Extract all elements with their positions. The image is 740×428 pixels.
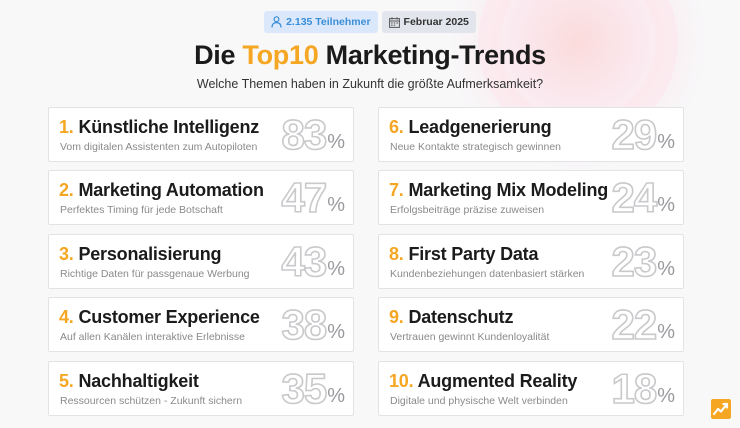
trend-description: Ressourcen schützen - Zukunft sichern [60, 395, 243, 407]
participants-count: 2.135 Teilnehmer [286, 16, 371, 28]
participants-badge: 2.135 Teilnehmer [264, 11, 378, 33]
trend-card: 4. Customer Experience Auf allen Kanälen … [48, 297, 354, 352]
percentage-sign: % [327, 194, 345, 216]
meta-bar: 2.135 Teilnehmer Februar 2025 [0, 11, 740, 33]
trend-description: Perfektes Timing für jede Botschaft [60, 204, 223, 216]
percentage-sign: % [657, 385, 675, 407]
trend-rank: 10. [389, 371, 414, 391]
trend-description: Vertrauen gewinnt Kundenloyalität [390, 331, 550, 343]
percentage-sign: % [327, 321, 345, 343]
percentage-sign: % [657, 258, 675, 280]
trend-percentage: 47% [281, 174, 345, 221]
trend-label: First Party Data [408, 244, 539, 264]
title-prefix: Die [194, 40, 243, 70]
trend-percentage: 29% [611, 111, 675, 158]
trend-card: 6. Leadgenerierung Neue Kontakte strategi… [378, 107, 684, 162]
trend-description: Vom digitalen Assistenten zum Autopilote… [60, 141, 258, 153]
trend-description: Kundenbeziehungen datenbasiert stärken [390, 268, 585, 280]
trend-percentage: 24% [611, 174, 675, 221]
trend-description: Richtige Daten für passgenaue Werbung [60, 268, 250, 280]
trend-rank: 9. [389, 307, 404, 327]
percentage-value: 18 [611, 365, 658, 412]
trend-percentage: 43% [281, 238, 345, 285]
trend-card: 10. Augmented Reality Digitale und physis… [378, 361, 684, 416]
trend-rank: 7. [389, 180, 404, 200]
title-suffix: Marketing-Trends [318, 40, 547, 70]
trend-name: 1. Künstliche Intelligenz [59, 117, 259, 138]
trend-description: Neue Kontakte strategisch gewinnen [390, 141, 562, 153]
trend-card: 9. Datenschutz Vertrauen gewinnt Kundenlo… [378, 297, 684, 352]
trend-label: Nachhaltigkeit [78, 371, 199, 391]
trend-label: Leadgenerierung [408, 117, 552, 137]
trend-name: 10. Augmented Reality [389, 371, 577, 392]
percentage-value: 22 [611, 301, 658, 348]
trend-name: 8. First Party Data [389, 244, 538, 265]
trend-chart-icon [711, 399, 731, 419]
trend-description: Auf allen Kanälen interaktive Erlebnisse [60, 331, 246, 343]
trend-rank: 1. [59, 117, 74, 137]
survey-date: Februar 2025 [403, 16, 469, 28]
trend-name: 7. Marketing Mix Modeling [389, 180, 608, 201]
percentage-sign: % [657, 321, 675, 343]
percentage-value: 24 [611, 174, 658, 221]
trend-card: 8. First Party Data Kundenbeziehungen dat… [378, 234, 684, 289]
title-accent: Top10 [242, 40, 319, 70]
trend-name: 3. Personalisierung [59, 244, 221, 265]
trend-label: Künstliche Intelligenz [78, 117, 260, 137]
trend-rank: 2. [59, 180, 74, 200]
percentage-value: 43 [281, 238, 328, 285]
percentage-value: 47 [281, 174, 328, 221]
trend-percentage: 23% [611, 238, 675, 285]
trend-name: 4. Customer Experience [59, 307, 260, 328]
percentage-sign: % [327, 385, 345, 407]
trend-rank: 6. [389, 117, 404, 137]
trend-description: Digitale und physische Welt verbinden [390, 395, 568, 407]
date-badge: Februar 2025 [381, 11, 476, 33]
trend-percentage: 18% [611, 365, 675, 412]
trend-card: 2. Marketing Automation Perfektes Timing … [48, 170, 354, 225]
trend-percentage: 22% [611, 301, 675, 348]
percentage-sign: % [327, 131, 345, 153]
percentage-value: 83 [281, 111, 328, 158]
trend-rank: 3. [59, 244, 74, 264]
percentage-value: 38 [281, 301, 328, 348]
trend-description: Erfolgsbeiträge präzise zuweisen [390, 204, 545, 216]
trend-rank: 5. [59, 371, 74, 391]
trend-name: 6. Leadgenerierung [389, 117, 552, 138]
percentage-sign: % [657, 131, 675, 153]
trend-name: 2. Marketing Automation [59, 180, 264, 201]
page-subtitle: Welche Themen haben in Zukunft die größt… [196, 77, 544, 91]
percentage-value: 35 [281, 365, 328, 412]
trend-label: Marketing Automation [78, 180, 264, 200]
trend-label: Personalisierung [78, 244, 222, 264]
trend-card: 5. Nachhaltigkeit Ressourcen schützen - Z… [48, 361, 354, 416]
person-icon [271, 16, 282, 28]
trend-label: Datenschutz [408, 307, 514, 327]
trend-card: 3. Personalisierung Richtige Daten für pa… [48, 234, 354, 289]
calendar-icon [388, 16, 400, 28]
trend-percentage: 38% [281, 301, 345, 348]
trend-name: 5. Nachhaltigkeit [59, 371, 199, 392]
trend-card: 1. Künstliche Intelligenz Vom digitalen A… [48, 107, 354, 162]
percentage-value: 29 [611, 111, 658, 158]
trend-rank: 4. [59, 307, 74, 327]
trend-card: 7. Marketing Mix Modeling Erfolgsbeiträge… [378, 170, 684, 225]
percentage-sign: % [657, 194, 675, 216]
percentage-sign: % [327, 258, 345, 280]
trend-percentage: 35% [281, 365, 345, 412]
percentage-value: 23 [611, 238, 658, 285]
page-title: Die Top10 Marketing-Trends [0, 40, 740, 71]
trend-rank: 8. [389, 244, 404, 264]
trend-label: Marketing Mix Modeling [408, 180, 609, 200]
trend-label: Customer Experience [78, 307, 260, 327]
trend-name: 9. Datenschutz [389, 307, 513, 328]
trend-label: Augmented Reality [417, 371, 578, 391]
trend-percentage: 83% [281, 111, 345, 158]
